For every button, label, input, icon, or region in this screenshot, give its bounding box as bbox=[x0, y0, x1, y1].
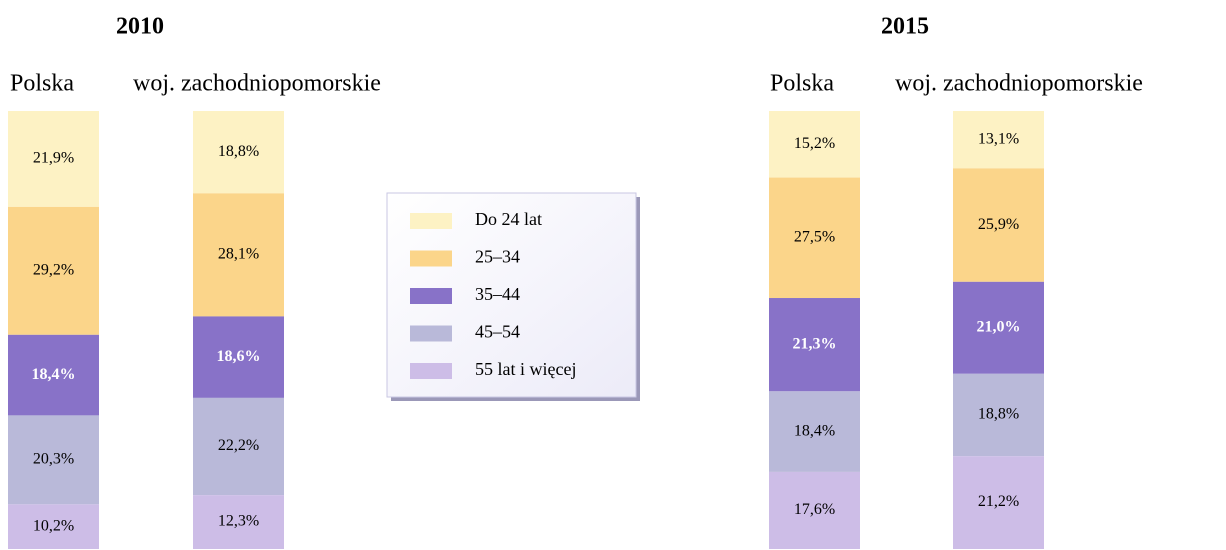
value-label: 20,3% bbox=[33, 451, 74, 468]
bar-segment bbox=[8, 504, 99, 549]
legend-label: 55 lat i więcej bbox=[475, 359, 576, 379]
value-label: 21,9% bbox=[33, 150, 74, 167]
value-label: 21,2% bbox=[978, 493, 1019, 510]
legend-swatch bbox=[410, 363, 452, 379]
value-label: 28,1% bbox=[218, 246, 259, 263]
bar-segment bbox=[8, 111, 99, 207]
category-label: woj. zachodniopomorskie bbox=[895, 71, 1143, 97]
value-label: 18,6% bbox=[217, 348, 261, 365]
value-label: 25,9% bbox=[978, 216, 1019, 233]
legend-swatch bbox=[410, 288, 452, 304]
bar-segment bbox=[193, 193, 284, 317]
bar-segment bbox=[193, 495, 284, 549]
bar-segment bbox=[769, 391, 860, 472]
value-label: 27,5% bbox=[794, 228, 835, 245]
legend-swatch bbox=[410, 325, 452, 342]
category-label: woj. zachodniopomorskie bbox=[133, 71, 381, 97]
bar-segment bbox=[953, 373, 1044, 457]
value-label: 13,1% bbox=[978, 130, 1019, 147]
value-label: 12,3% bbox=[218, 513, 259, 530]
legend-label: 45–54 bbox=[475, 322, 520, 342]
legend-label: 35–44 bbox=[475, 284, 520, 304]
value-label: 29,2% bbox=[33, 262, 74, 279]
bar-segment bbox=[769, 471, 860, 549]
bar-segment bbox=[193, 397, 284, 496]
bar-segment bbox=[953, 168, 1044, 282]
bar-segment bbox=[193, 111, 284, 194]
legend-swatch bbox=[410, 213, 452, 229]
bar-segment bbox=[769, 177, 860, 299]
value-label: 18,4% bbox=[794, 422, 835, 439]
panel-title: 2015 bbox=[881, 14, 929, 40]
bar-segment bbox=[769, 111, 860, 178]
panel-title: 2010 bbox=[116, 14, 164, 40]
value-label: 17,6% bbox=[794, 501, 835, 518]
value-label: 18,4% bbox=[32, 366, 76, 383]
bar-segment bbox=[953, 456, 1044, 549]
bar-segment bbox=[953, 281, 1044, 374]
bar-segment bbox=[953, 111, 1044, 169]
bar-segment bbox=[193, 316, 284, 398]
value-label: 21,0% bbox=[977, 318, 1021, 335]
value-label: 18,8% bbox=[978, 406, 1019, 423]
legend-label: Do 24 lat bbox=[475, 209, 542, 229]
value-label: 21,3% bbox=[793, 335, 837, 352]
value-label: 22,2% bbox=[218, 437, 259, 454]
bar-segment bbox=[8, 415, 99, 505]
value-label: 10,2% bbox=[33, 517, 74, 534]
bar-segment bbox=[769, 298, 860, 392]
category-label: Polska bbox=[10, 71, 74, 97]
bar-segment bbox=[8, 334, 99, 416]
value-label: 18,8% bbox=[218, 143, 259, 160]
bar-segment bbox=[8, 206, 99, 335]
legend-label: 25–34 bbox=[475, 247, 520, 267]
value-label: 15,2% bbox=[794, 135, 835, 152]
legend-swatch bbox=[410, 250, 452, 267]
category-label: Polska bbox=[770, 71, 834, 97]
